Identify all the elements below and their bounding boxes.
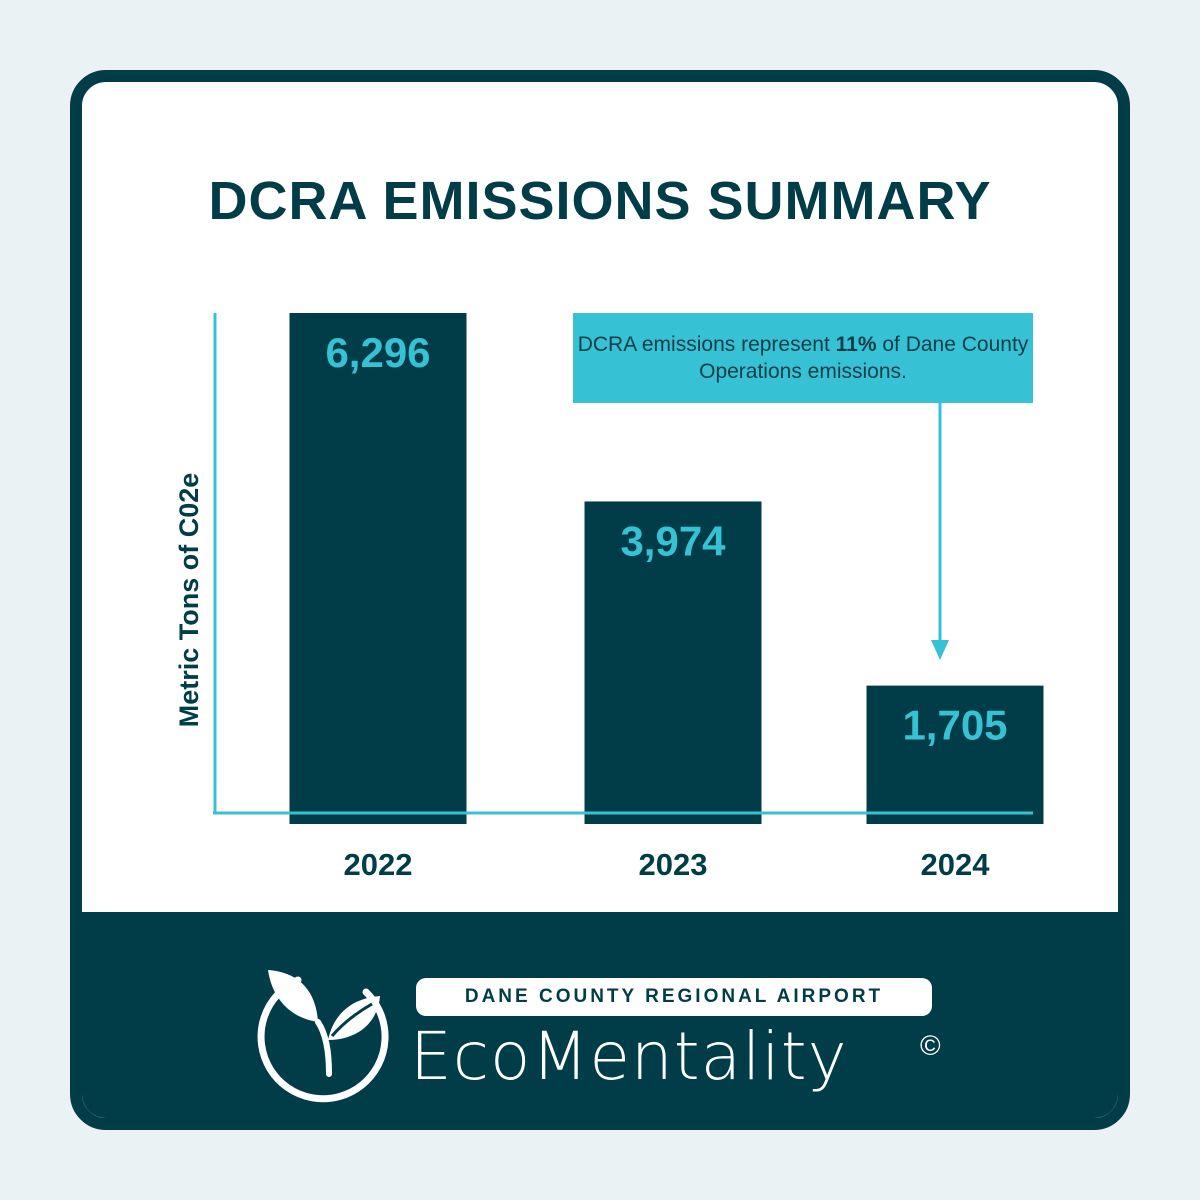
callout-annotation: DCRA emissions represent 11% of Dane Cou… [573,313,1033,403]
callout-arrow [931,403,949,660]
bar-2024 [866,685,1044,824]
page-title: DCRA EMISSIONS SUMMARY [208,171,992,231]
brand-footer: DANE COUNTY REGIONAL AIRPORT EcoMentalit… [82,912,1118,1118]
bar-2022 [289,313,467,824]
summary-card: DCRA EMISSIONS SUMMARY Metric Tons of C0… [70,70,1130,1130]
brand-name: EcoMentality [410,1018,848,1095]
value-label-2023: 3,974 [620,517,726,564]
bar-chart: Metric Tons of C02e 6,296 2022 3,974 2023 1,… [174,313,1044,882]
callout-text-before: DCRA emissions represent [577,333,836,356]
value-label-2022: 6,296 [325,329,430,376]
copyright-symbol: © [920,1030,941,1061]
y-axis-label: Metric Tons of C02e [174,473,204,728]
callout-text-after: of Dane County Operations emissions. [699,333,1029,383]
category-label-2023: 2023 [639,847,708,882]
value-label-2024: 1,705 [902,702,1007,749]
leaf-sprout-icon [257,970,389,1103]
callout-text-bold: 11% [835,333,877,356]
brand-label: DANE COUNTY REGIONAL AIRPORT [416,978,932,1016]
callout-arrowhead [931,640,949,660]
category-label-2024: 2024 [921,847,991,882]
category-label-2022: 2022 [344,847,413,882]
bar-2023 [584,501,762,824]
